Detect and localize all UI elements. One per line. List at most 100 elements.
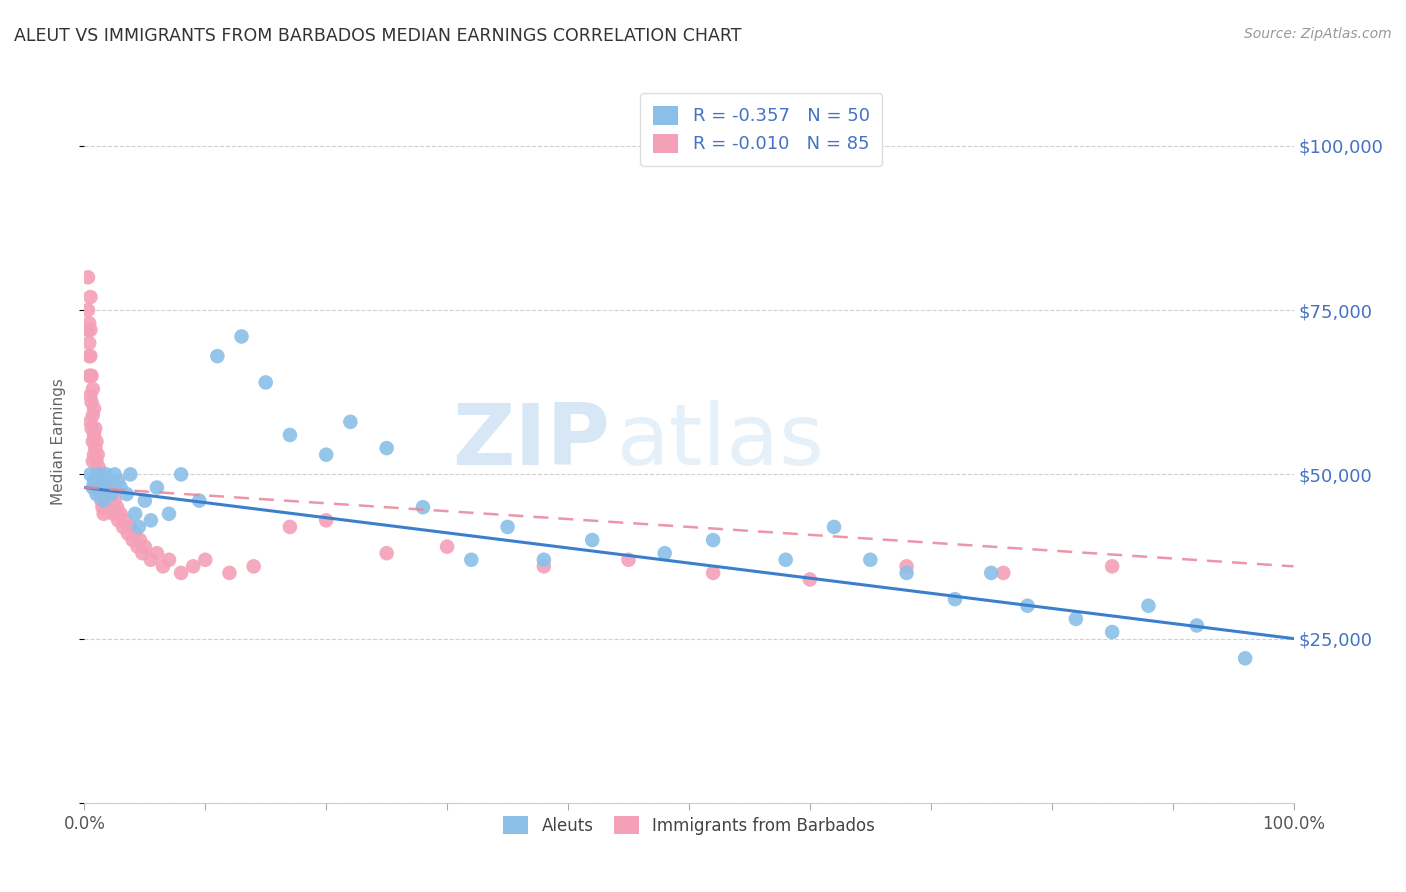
Point <box>93 487 115 501</box>
Point <box>120 520 142 534</box>
Point <box>84 441 107 455</box>
Point <box>121 533 143 547</box>
Point <box>114 513 136 527</box>
Point <box>82 382 104 396</box>
Point <box>79 323 101 337</box>
Point <box>943 592 966 607</box>
Point <box>823 520 845 534</box>
Point <box>77 323 100 337</box>
Point <box>194 553 217 567</box>
Point <box>90 474 112 488</box>
Point <box>107 513 129 527</box>
Point <box>278 428 301 442</box>
Point <box>96 487 118 501</box>
Point <box>97 493 120 508</box>
Point <box>84 421 107 435</box>
Point <box>896 559 918 574</box>
Point <box>94 493 117 508</box>
Point <box>139 553 162 567</box>
Point <box>278 520 301 534</box>
Point <box>375 441 398 455</box>
Point <box>315 448 337 462</box>
Point <box>94 481 117 495</box>
Point <box>110 507 132 521</box>
Point <box>129 533 152 547</box>
Point <box>93 507 115 521</box>
Point <box>170 566 193 580</box>
Point <box>896 566 918 580</box>
Point <box>91 474 114 488</box>
Point <box>83 448 105 462</box>
Point <box>702 533 724 547</box>
Point <box>100 500 122 515</box>
Point <box>77 303 100 318</box>
Point <box>134 540 156 554</box>
Point <box>436 540 458 554</box>
Point <box>124 507 146 521</box>
Point <box>1101 625 1123 640</box>
Point <box>775 553 797 567</box>
Point <box>79 415 101 429</box>
Point <box>79 349 101 363</box>
Point <box>101 487 124 501</box>
Point <box>993 566 1015 580</box>
Point <box>89 467 111 482</box>
Point <box>97 481 120 495</box>
Point <box>80 421 103 435</box>
Point <box>87 467 110 482</box>
Point <box>77 349 100 363</box>
Point <box>157 553 180 567</box>
Point <box>98 481 121 495</box>
Point <box>91 500 114 515</box>
Point <box>86 474 108 488</box>
Point <box>86 448 108 462</box>
Text: ALEUT VS IMMIGRANTS FROM BARBADOS MEDIAN EARNINGS CORRELATION CHART: ALEUT VS IMMIGRANTS FROM BARBADOS MEDIAN… <box>14 27 741 45</box>
Point <box>533 559 555 574</box>
Point <box>77 316 100 330</box>
Point <box>231 329 253 343</box>
Point <box>107 474 129 488</box>
Y-axis label: Median Earnings: Median Earnings <box>51 378 66 505</box>
Point <box>82 434 104 449</box>
Point <box>315 513 337 527</box>
Point <box>91 481 114 495</box>
Point <box>80 368 103 383</box>
Point <box>339 415 361 429</box>
Point <box>104 507 127 521</box>
Point <box>146 481 169 495</box>
Point <box>654 546 676 560</box>
Point <box>104 493 127 508</box>
Point <box>77 368 100 383</box>
Point <box>460 553 482 567</box>
Point <box>128 520 150 534</box>
Point <box>533 553 555 567</box>
Point <box>79 368 101 383</box>
Point <box>110 481 132 495</box>
Point <box>1017 599 1039 613</box>
Point <box>242 559 264 574</box>
Point <box>124 526 146 541</box>
Point <box>86 434 108 449</box>
Text: ZIP: ZIP <box>453 400 610 483</box>
Point <box>146 546 169 560</box>
Legend: Aleuts, Immigrants from Barbados: Aleuts, Immigrants from Barbados <box>496 809 882 841</box>
Point <box>581 533 603 547</box>
Point <box>82 409 104 423</box>
Point <box>86 454 108 468</box>
Text: atlas: atlas <box>616 400 824 483</box>
Point <box>94 467 117 482</box>
Point <box>89 487 111 501</box>
Point <box>97 474 120 488</box>
Point <box>87 481 110 495</box>
Point <box>1234 651 1257 665</box>
Point <box>859 553 882 567</box>
Point <box>1137 599 1160 613</box>
Point <box>86 487 108 501</box>
Point <box>90 493 112 508</box>
Point <box>100 487 122 501</box>
Point <box>87 460 110 475</box>
Point <box>170 467 193 482</box>
Point <box>496 520 519 534</box>
Point <box>375 546 398 560</box>
Point <box>1101 559 1123 574</box>
